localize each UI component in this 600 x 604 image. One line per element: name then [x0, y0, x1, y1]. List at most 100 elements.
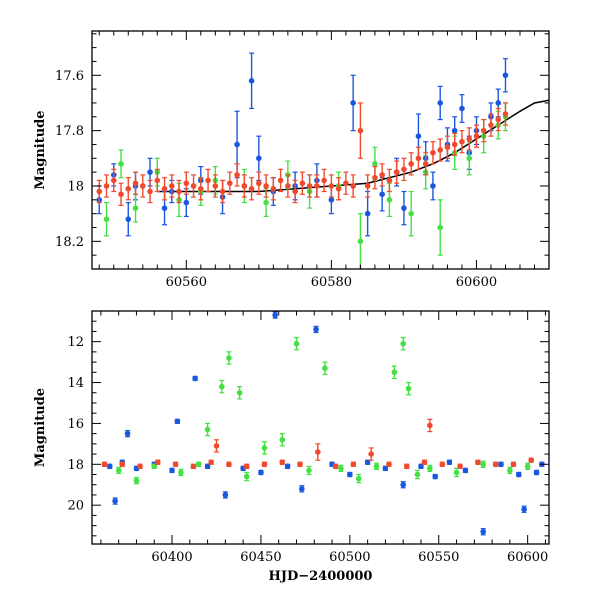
- data-point: [258, 469, 264, 476]
- data-point: [125, 177, 132, 201]
- data-point: [133, 476, 140, 485]
- data-point: [415, 146, 422, 170]
- data-point: [277, 168, 284, 193]
- data-point: [459, 94, 465, 123]
- data-point: [480, 118, 487, 143]
- data-point: [172, 461, 179, 468]
- data-point: [272, 311, 278, 319]
- y-tick-label: 16: [67, 417, 84, 432]
- data-point: [488, 113, 494, 137]
- data-point: [169, 467, 175, 474]
- data-point: [432, 473, 438, 480]
- data-point: [391, 365, 398, 380]
- data-point: [313, 325, 319, 334]
- data-point: [457, 463, 463, 470]
- x-tick-label: 60550: [418, 550, 459, 565]
- data-point: [261, 461, 268, 468]
- data-point: [524, 462, 531, 470]
- top-panel-ticks: 60560 60580 60600 17.6 17.8 18 18.2: [55, 31, 550, 290]
- data-point: [332, 463, 339, 470]
- data-point: [357, 102, 364, 159]
- data-point: [226, 351, 232, 365]
- y-tick-label: 17.8: [55, 124, 84, 139]
- data-point: [112, 497, 118, 505]
- x-tick-label: 60580: [311, 275, 352, 290]
- data-point: [350, 74, 356, 132]
- y-tick-label: 17.6: [55, 69, 84, 84]
- data-point: [357, 213, 364, 269]
- data-point: [533, 469, 540, 476]
- data-point: [462, 467, 469, 474]
- data-point: [279, 459, 286, 466]
- data-point: [285, 174, 291, 198]
- data-point: [459, 130, 465, 154]
- data-point: [119, 461, 126, 468]
- data-point: [466, 127, 473, 151]
- data-point: [132, 171, 139, 195]
- y-tick-label: 12: [67, 335, 84, 350]
- data-point: [293, 336, 300, 351]
- data-point: [297, 461, 303, 468]
- data-point: [176, 179, 182, 204]
- data-point: [480, 460, 487, 468]
- data-point: [322, 361, 328, 375]
- data-point: [151, 463, 158, 470]
- data-point: [439, 461, 446, 468]
- data-point: [103, 174, 110, 198]
- data-point: [515, 471, 522, 478]
- data-point: [256, 171, 262, 195]
- data-point: [350, 174, 356, 198]
- data-point: [178, 468, 184, 477]
- data-point: [393, 160, 400, 184]
- data-point: [510, 461, 517, 468]
- data-point: [401, 190, 407, 226]
- data-point: [430, 171, 436, 201]
- data-point: [161, 177, 168, 201]
- data-point: [299, 171, 306, 195]
- data-point: [498, 461, 504, 468]
- data-point: [528, 457, 535, 464]
- data-point: [315, 443, 321, 461]
- model-curve: [157, 99, 549, 193]
- data-point: [421, 459, 428, 466]
- data-point: [422, 152, 429, 176]
- bottom-panel-ticks: 60400 60450 60500 60550 60600 12 14 16 18 20: [67, 310, 549, 565]
- data-point: [507, 466, 513, 475]
- data-point: [132, 193, 139, 223]
- data-point: [414, 469, 421, 480]
- y-tick-label: 18.2: [55, 235, 84, 250]
- y-tick-label: 20: [67, 499, 84, 514]
- data-point: [364, 174, 371, 198]
- x-tick-label: 60500: [329, 550, 370, 565]
- data-point: [263, 174, 269, 198]
- data-point: [124, 429, 131, 438]
- data-point: [118, 149, 124, 179]
- x-tick-label: 60600: [456, 275, 497, 290]
- data-point: [495, 107, 502, 132]
- bottom-panel-frame: [91, 310, 550, 545]
- data-point: [243, 471, 250, 482]
- data-point: [212, 174, 219, 198]
- data-point: [314, 174, 320, 198]
- data-point: [106, 463, 113, 470]
- data-point: [139, 174, 146, 198]
- data-point: [241, 174, 248, 198]
- bottom-panel-marks: [101, 311, 545, 536]
- data-point: [205, 168, 211, 193]
- data-point: [137, 463, 143, 470]
- data-point: [321, 168, 327, 193]
- data-point: [386, 168, 393, 193]
- data-point: [192, 375, 198, 382]
- data-point: [480, 528, 487, 536]
- top-panel-marks: [96, 52, 549, 269]
- data-point: [195, 461, 202, 468]
- data-point: [190, 174, 197, 198]
- y-tick-label: 14: [67, 376, 84, 391]
- x-tick-label: 60450: [240, 550, 281, 565]
- data-point: [437, 138, 443, 162]
- data-point: [373, 462, 380, 470]
- data-point: [306, 174, 313, 198]
- top-panel: 60560 60580 60600 17.6 17.8 18 18.2 Magnitude: [33, 30, 550, 290]
- top-panel-y-axis-title: Magnitude: [33, 110, 48, 189]
